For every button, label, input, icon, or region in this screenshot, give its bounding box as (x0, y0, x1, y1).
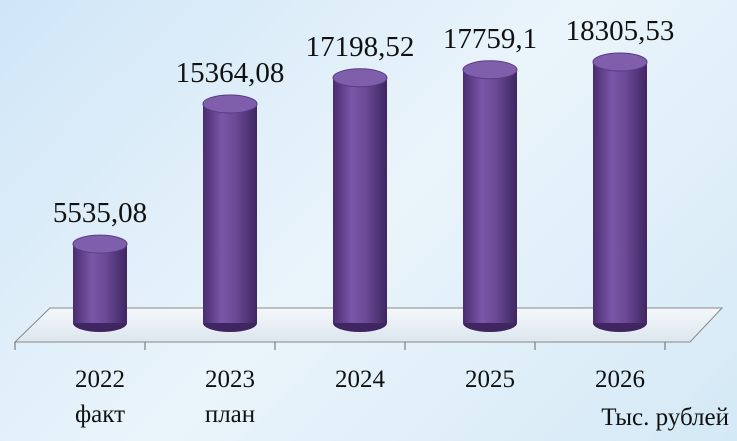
bar-top (72, 234, 128, 254)
x-tick-label: 2023 план (204, 366, 256, 428)
bar-top (202, 94, 258, 114)
bar (463, 69, 517, 324)
bar-top (462, 60, 518, 80)
bar (203, 103, 257, 324)
value-label: 5535,08 (53, 197, 147, 229)
x-axis-ticks (14, 342, 666, 350)
x-tick-label: 2025 (465, 366, 515, 393)
value-label: 17198,52 (306, 31, 415, 63)
value-label: 17759,1 (443, 23, 537, 55)
bar (593, 62, 647, 323)
bar (73, 244, 127, 323)
value-label: 18305,53 (566, 15, 675, 47)
bar-top (332, 68, 388, 88)
bar (333, 77, 387, 323)
bar-top (592, 52, 648, 72)
x-tick-label: 2026 (595, 366, 645, 393)
value-label: 15364,08 (176, 57, 285, 89)
x-tick-label: 2022 факт (74, 366, 126, 428)
unit-note: Тыс. рублей (601, 404, 729, 431)
x-tick-label: 2024 (335, 366, 385, 393)
